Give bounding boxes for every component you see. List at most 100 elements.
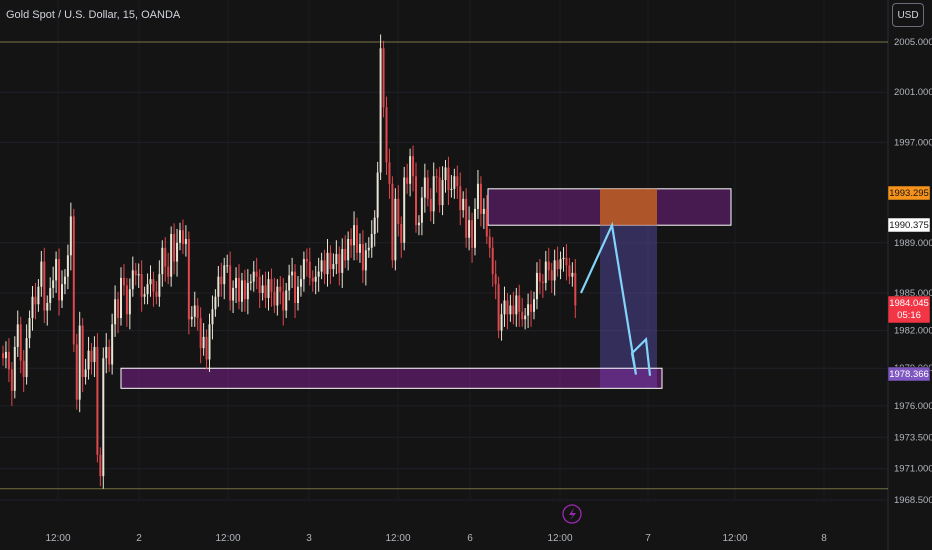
candle — [170, 233, 173, 277]
candle — [447, 167, 450, 191]
candle — [243, 280, 246, 300]
demand-zone — [120, 367, 663, 389]
candle — [270, 279, 273, 292]
candle — [541, 281, 544, 283]
candle — [16, 324, 19, 347]
lightning-icon[interactable] — [562, 504, 582, 524]
candle — [361, 244, 364, 271]
candle — [471, 220, 474, 248]
candle — [329, 252, 332, 270]
candle — [547, 261, 550, 271]
candle — [568, 265, 571, 277]
candle — [137, 274, 140, 276]
candle — [409, 156, 412, 184]
candle — [353, 225, 356, 246]
price-badge — [887, 217, 931, 233]
candle — [574, 272, 577, 306]
candle — [264, 285, 267, 298]
price-badge-label: 1990.375 — [889, 220, 929, 231]
candle — [276, 286, 279, 306]
y-tick-label: 2001.000 — [894, 87, 932, 98]
x-tick-label: 8 — [821, 533, 827, 544]
candle — [122, 277, 125, 286]
candle — [120, 277, 122, 319]
x-tick-label: 12:00 — [45, 533, 70, 544]
candle — [391, 183, 394, 261]
candle — [426, 177, 429, 199]
candle — [66, 255, 69, 277]
candle — [344, 249, 347, 261]
candle — [72, 216, 75, 345]
candle — [535, 272, 538, 300]
x-tick-label: 3 — [306, 533, 312, 544]
candle — [55, 259, 58, 281]
candle — [84, 369, 87, 378]
candle — [69, 216, 72, 256]
candle — [255, 271, 258, 277]
candle — [131, 270, 134, 290]
candle — [326, 252, 329, 275]
candle — [217, 276, 220, 297]
candle — [117, 299, 120, 319]
candle — [432, 176, 435, 212]
candle — [220, 276, 223, 285]
candle — [406, 177, 409, 184]
currency-button[interactable]: USD — [892, 3, 924, 27]
candle — [196, 305, 199, 319]
candle — [350, 239, 353, 246]
price-badge — [887, 185, 931, 201]
candle — [246, 282, 249, 300]
target-highlight — [600, 188, 657, 226]
candle — [99, 454, 102, 477]
candle — [291, 271, 294, 276]
candle — [238, 277, 240, 302]
candle — [111, 324, 114, 365]
candle — [31, 296, 34, 319]
candle — [506, 300, 509, 315]
y-tick-label: 1982.000 — [894, 326, 932, 337]
y-tick-label: 1997.000 — [894, 137, 932, 148]
candle — [128, 289, 131, 315]
candle — [28, 318, 31, 339]
candle — [533, 299, 535, 312]
candle — [299, 279, 302, 287]
candle — [90, 350, 93, 362]
x-tick-label: 12:00 — [385, 533, 410, 544]
y-tick-label: 1971.000 — [894, 464, 932, 475]
candle — [96, 346, 99, 455]
projection-arrow — [579, 221, 652, 376]
candle — [415, 176, 417, 226]
candle — [140, 274, 143, 297]
candle — [205, 336, 208, 360]
candle — [134, 270, 137, 276]
candle — [164, 247, 167, 267]
candle — [25, 338, 28, 378]
candle — [524, 315, 527, 320]
x-tick-label: 6 — [467, 533, 473, 544]
candle — [550, 270, 553, 281]
candle — [193, 305, 196, 317]
candle — [479, 183, 482, 214]
candle — [273, 291, 276, 306]
candle — [93, 346, 96, 362]
candle — [527, 304, 530, 316]
candle — [571, 272, 574, 277]
x-tick-label: 12:00 — [215, 533, 240, 544]
candle — [509, 305, 512, 315]
candle — [226, 265, 229, 267]
candle — [491, 247, 494, 275]
y-tick-label: 1973.500 — [894, 432, 932, 443]
candle — [187, 239, 190, 320]
candle — [10, 369, 13, 391]
candle — [335, 254, 338, 265]
candle — [43, 261, 46, 311]
candle — [435, 176, 438, 178]
candle — [320, 260, 323, 272]
candle — [249, 281, 252, 283]
candle — [429, 198, 432, 212]
candle — [305, 259, 308, 262]
candle — [146, 284, 149, 295]
candle — [538, 272, 541, 282]
